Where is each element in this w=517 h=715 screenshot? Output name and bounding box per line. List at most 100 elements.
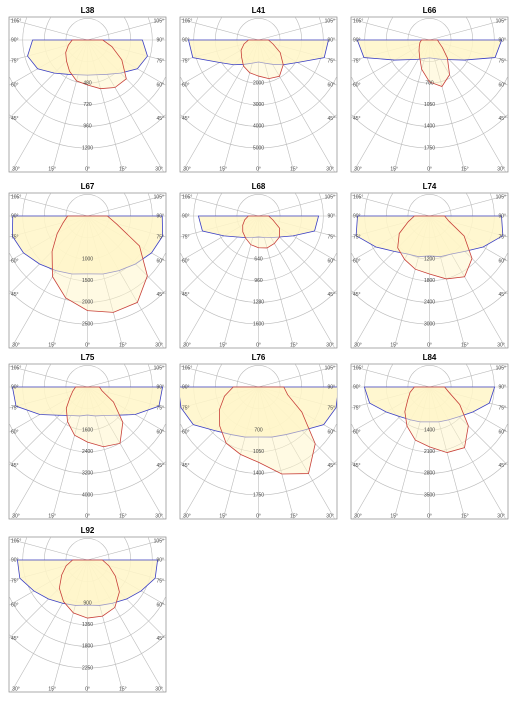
angle-tick-label: 75° (327, 234, 335, 240)
plot-area (351, 364, 508, 519)
polar-chart: L67 105° 90° 75° 60° 45° 30° 15° 0° 15° 30° 45° 60° 7… (8, 182, 167, 349)
angle-tick-label: 60° (156, 259, 164, 265)
angle-tick-label: 45° (498, 116, 506, 122)
intensity-curve (397, 215, 473, 280)
spoke (351, 365, 430, 388)
radial-tick-label: 1050 (424, 102, 435, 108)
angle-tick-label: 75° (156, 578, 164, 584)
angle-tick-label: 0° (256, 513, 261, 519)
angle-tick-label: 60° (182, 83, 190, 89)
radial-tick-label: 1750 (424, 145, 435, 151)
spoke (429, 18, 508, 41)
angle-tick-label: 75° (182, 234, 190, 240)
radial-tick-label: 3000 (424, 321, 435, 327)
radial-tick-label: 1000 (82, 257, 93, 263)
polar-chart: L84 105° 90° 75° 60° 45° 30° 15° 0° 15° 30° 45° 60° 7… (350, 353, 509, 520)
angle-tick-label: 45° (11, 292, 19, 298)
angle-tick-label: 90° (156, 37, 164, 43)
angle-tick-label: 15° (119, 686, 127, 692)
chart-title: L92 (81, 526, 95, 535)
angle-tick-label: 30° (12, 686, 20, 692)
angle-tick-label: 45° (498, 292, 506, 298)
angle-tick-label: 105° (325, 365, 335, 371)
spoke (258, 194, 337, 217)
angle-tick-label: 75° (353, 405, 361, 411)
spoke (258, 365, 337, 388)
angle-tick-label: 30° (155, 166, 163, 172)
radial-tick-label: 5000 (253, 145, 264, 151)
angle-tick-label: 15° (219, 166, 227, 172)
angle-tick-label: 30° (155, 513, 163, 519)
angle-tick-label: 75° (11, 58, 19, 64)
intensity-curve (242, 215, 280, 249)
radial-tick-label: 2100 (424, 449, 435, 455)
angle-tick-label: 105° (154, 365, 164, 371)
intensity-curve (404, 386, 469, 453)
angle-tick-label: 45° (327, 116, 335, 122)
angle-tick-label: 105° (325, 18, 335, 24)
angle-tick-label: 75° (353, 58, 361, 64)
radial-tick-label: 1400 (424, 124, 435, 130)
angle-tick-label: 90° (498, 384, 506, 390)
angle-tick-label: 30° (155, 686, 163, 692)
angle-tick-label: 105° (11, 194, 21, 200)
spoke (87, 538, 166, 561)
angle-tick-label: 60° (156, 83, 164, 89)
angle-tick-label: 45° (182, 116, 190, 122)
plot-area (9, 537, 166, 692)
angle-tick-label: 90° (182, 213, 190, 219)
angle-tick-label: 45° (353, 463, 361, 469)
radial-tick-label: 960 (254, 278, 263, 284)
angle-tick-label: 30° (497, 513, 505, 519)
angle-tick-label: 0° (427, 342, 432, 348)
angle-tick-label: 15° (390, 166, 398, 172)
angle-tick-label: 30° (354, 166, 362, 172)
spoke (87, 365, 166, 388)
angle-tick-label: 90° (11, 213, 19, 219)
angle-tick-label: 15° (119, 166, 127, 172)
angle-tick-label: 105° (11, 18, 21, 24)
angle-tick-label: 90° (11, 37, 19, 43)
angle-tick-label: 90° (327, 213, 335, 219)
radial-tick-label: 1500 (82, 278, 93, 284)
angle-tick-label: 30° (155, 342, 163, 348)
angle-tick-label: 90° (353, 37, 361, 43)
chart-title: L74 (423, 182, 437, 191)
chart-title: L75 (81, 353, 95, 362)
radial-tick-label: 700 (254, 428, 263, 434)
angle-tick-label: 15° (48, 166, 56, 172)
angle-tick-label: 60° (353, 259, 361, 265)
plot-area (180, 364, 337, 519)
radial-tick-label: 700 (425, 81, 434, 87)
angle-tick-label: 60° (498, 259, 506, 265)
angle-tick-label: 105° (154, 538, 164, 544)
angle-tick-label: 90° (156, 557, 164, 563)
angle-tick-label: 75° (11, 234, 19, 240)
intensity-curve (51, 215, 148, 313)
angle-tick-label: 90° (327, 37, 335, 43)
angle-tick-label: 60° (327, 430, 335, 436)
angle-tick-label: 30° (183, 342, 191, 348)
radial-tick-label: 4000 (253, 124, 264, 130)
radial-tick-label: 1600 (253, 321, 264, 327)
spoke (351, 18, 430, 41)
angle-tick-label: 30° (354, 513, 362, 519)
angle-tick-label: 15° (461, 166, 469, 172)
angle-tick-label: 105° (154, 194, 164, 200)
radial-tick-label: 1050 (253, 449, 264, 455)
plot-area (9, 364, 166, 519)
angle-tick-label: 105° (154, 18, 164, 24)
angle-tick-label: 45° (182, 292, 190, 298)
angle-tick-label: 30° (12, 513, 20, 519)
angle-tick-label: 105° (353, 365, 363, 371)
plot-area (180, 17, 337, 172)
angle-tick-label: 15° (390, 342, 398, 348)
angle-tick-label: 90° (327, 384, 335, 390)
polar-chart: L92 105° 90° 75° 60° 45° 30° 15° 0° 15° 30° 45° 60° 7… (8, 526, 167, 693)
angle-tick-label: 75° (498, 234, 506, 240)
radial-tick-label: 3500 (424, 492, 435, 498)
spoke (9, 365, 88, 388)
angle-tick-label: 60° (498, 430, 506, 436)
radial-tick-label: 2500 (82, 321, 93, 327)
angle-tick-label: 15° (290, 342, 298, 348)
